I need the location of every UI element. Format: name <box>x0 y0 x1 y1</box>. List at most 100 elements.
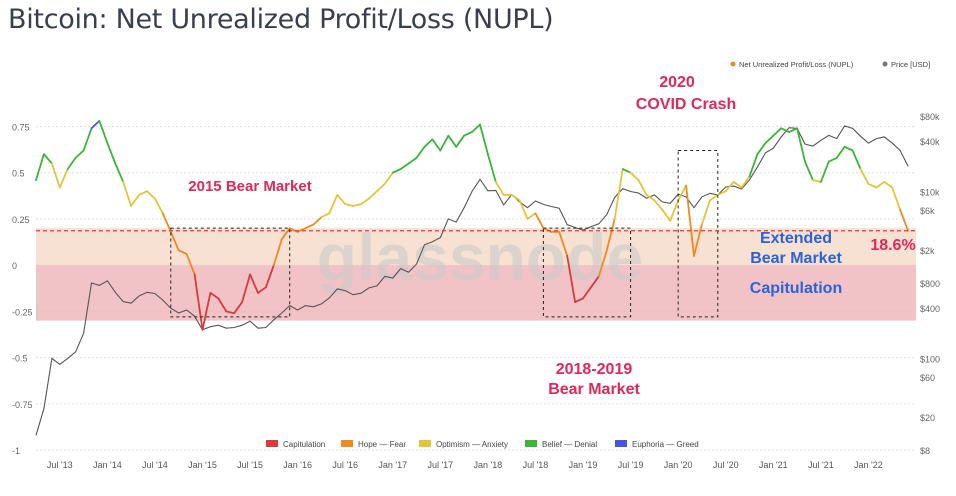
nupl-segment <box>114 162 125 183</box>
nupl-segment <box>106 142 117 165</box>
nupl-segment <box>423 138 434 148</box>
nupl-segment <box>598 249 608 278</box>
y-right-tick-label: $8 <box>920 446 930 456</box>
nupl-segment <box>177 249 188 255</box>
nupl-segment <box>58 168 69 189</box>
nupl-segment <box>225 310 236 315</box>
nupl-chart: glassnode 0.75 0.5 0.25 0 -0.25 -0.5 -0.75 -1 $8… <box>0 48 956 491</box>
legend-dot <box>882 61 888 67</box>
y-left-tick-label: 0 <box>12 261 17 271</box>
nupl-segment <box>772 127 783 137</box>
annotation-extended-line2: Bear Market <box>750 250 842 267</box>
nupl-segment <box>574 297 584 304</box>
nupl-segment <box>169 230 180 252</box>
nupl-segment <box>534 212 545 230</box>
x-tick-label: Jan '21 <box>759 460 788 470</box>
nupl-segment <box>891 186 901 211</box>
legend-label: Optimism — Anxiety <box>436 440 508 449</box>
price-series <box>35 125 909 436</box>
annotations: 2015 Bear Market 2020 COVID Crash 2018-2… <box>188 74 915 398</box>
y-left-tick-label: 0.75 <box>12 122 30 132</box>
x-tick-label: Jan '22 <box>854 460 883 470</box>
nupl-segment <box>328 193 339 215</box>
nupl-segment <box>788 127 798 133</box>
nupl-segment <box>740 175 751 189</box>
x-tick-label: Jul '15 <box>237 460 263 470</box>
nupl-segment <box>613 168 624 220</box>
y-left-tick-label: -0.5 <box>12 354 28 364</box>
nupl-segment <box>558 230 569 257</box>
nupl-segment <box>51 162 61 189</box>
annotation-capitulation: Capitulation <box>750 280 842 297</box>
nupl-segment <box>82 127 93 152</box>
legend-label: Price [USD] <box>891 60 930 69</box>
nupl-segment <box>851 149 862 170</box>
nupl-series <box>35 120 909 331</box>
x-tick-label: Jul '18 <box>523 460 549 470</box>
x-tick-label: Jan '18 <box>474 460 503 470</box>
legend-top: Net Unrealized Profit/Loss (NUPL) Price [… <box>730 60 930 69</box>
nupl-segment <box>375 182 386 193</box>
annotation-2018-line2: Bear Market <box>548 381 640 398</box>
x-tick-label: Jan '16 <box>283 460 312 470</box>
x-tick-label: Jan '19 <box>569 460 598 470</box>
nupl-segment <box>479 123 489 156</box>
nupl-segment <box>669 199 680 222</box>
x-tick-label: Jul '20 <box>713 460 739 470</box>
box-covid <box>677 150 719 318</box>
nupl-segment <box>693 223 703 257</box>
nupl-segment <box>138 190 148 196</box>
legend-label: Net Unrealized Profit/Loss (NUPL) <box>739 60 854 69</box>
nupl-segment <box>677 184 687 202</box>
nupl-segment <box>209 291 220 300</box>
nupl-segment <box>90 120 101 130</box>
nupl-segment <box>201 291 212 331</box>
price-line <box>35 125 909 436</box>
nupl-segment <box>217 297 228 313</box>
nupl-segment <box>701 199 711 226</box>
nupl-segment <box>249 273 259 294</box>
nupl-segment <box>494 180 505 196</box>
nupl-segment <box>130 193 141 207</box>
nupl-segment <box>352 203 362 207</box>
nupl-segment <box>804 160 814 182</box>
nupl-segment <box>645 193 656 202</box>
y-right-tick-label: $800 <box>920 279 940 289</box>
nupl-segment <box>875 180 886 189</box>
watermark: glassnode <box>317 220 643 294</box>
nupl-segment <box>796 127 806 163</box>
nupl-segment <box>621 168 632 174</box>
x-tick-label: Jul '14 <box>142 460 168 470</box>
nupl-segment <box>510 193 521 202</box>
nupl-segment <box>685 184 695 257</box>
nupl-segment <box>74 149 85 159</box>
nupl-segment <box>344 203 355 207</box>
nupl-segment <box>185 253 196 276</box>
nupl-segment <box>471 123 481 133</box>
nupl-segment <box>368 190 378 200</box>
y-right-tick-label: $400 <box>920 304 940 314</box>
nupl-segment <box>241 273 252 304</box>
nupl-segment <box>812 179 822 183</box>
nupl-segment <box>764 134 775 144</box>
x-tick-label: Jul '13 <box>47 460 73 470</box>
y-right-tick-label: $80k <box>920 112 940 122</box>
nupl-segment <box>35 153 45 182</box>
nupl-segment <box>257 286 267 294</box>
nupl-segment <box>272 238 283 267</box>
nupl-segment <box>780 127 791 133</box>
nupl-segment <box>439 134 450 152</box>
y-left-tick-label: -1 <box>12 446 20 456</box>
legend-dot <box>730 61 736 67</box>
nupl-segment <box>716 190 727 196</box>
nupl-segment <box>122 180 133 207</box>
nupl-segment <box>312 216 323 226</box>
y-left-tick-label: 0.5 <box>12 169 25 179</box>
legend-swatch <box>525 440 537 447</box>
nupl-segment <box>637 179 648 196</box>
annotation-current-value: 18.6% <box>870 237 915 254</box>
nupl-segment <box>566 254 576 304</box>
nupl-segment <box>843 145 854 152</box>
y-right-tick-label: $2k <box>920 246 935 256</box>
y-left-tick-label: -0.75 <box>12 400 33 410</box>
